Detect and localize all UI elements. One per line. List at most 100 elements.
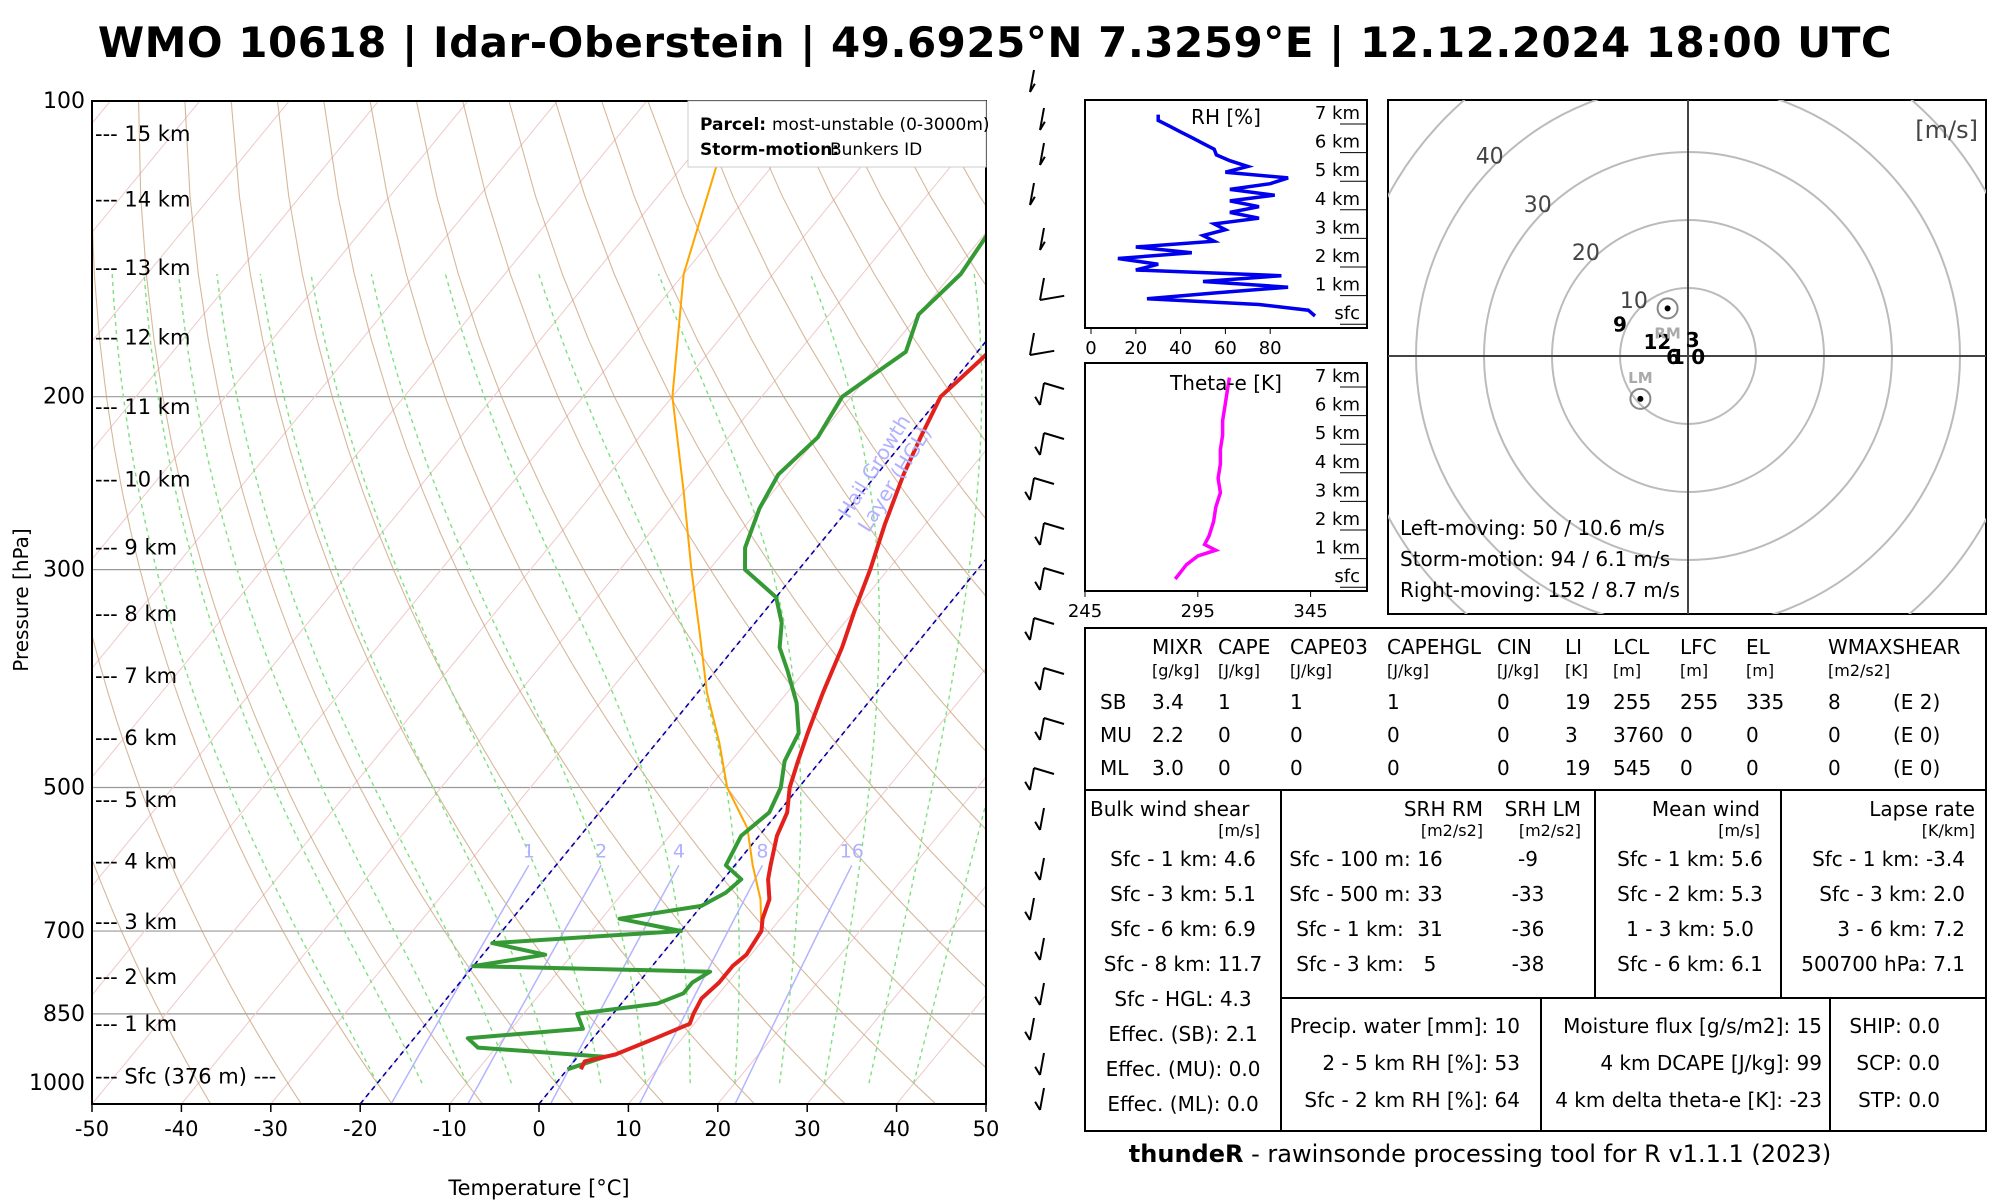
rh-x-tick-label: 40 bbox=[1169, 338, 1192, 359]
thetae-km-label: 2 km bbox=[1315, 509, 1360, 530]
rh-km-label: 1 km bbox=[1315, 275, 1360, 296]
wind-barb bbox=[1024, 1017, 1035, 1041]
table-header: LFC bbox=[1680, 635, 1717, 659]
table-cell: 0 bbox=[1387, 723, 1400, 747]
skewt-background-lines bbox=[92, 101, 986, 1104]
parameter-values: MIXR [g/kg] CAPE [J/kg] CAPE03 [J/kg] CAPEHGL [… bbox=[1090, 635, 1975, 1116]
isotherm-line bbox=[92, 101, 379, 452]
isotherm-line bbox=[92, 101, 826, 996]
dry-adiabat bbox=[230, 101, 665, 1104]
moist-adiabat bbox=[370, 273, 647, 1084]
mixing-ratio-line bbox=[638, 864, 764, 1104]
table-header: EL bbox=[1746, 635, 1771, 659]
mean-wind-unit: [m/s] bbox=[1718, 821, 1760, 840]
isotherm-line bbox=[92, 101, 916, 1104]
table-cell: 0 bbox=[1290, 756, 1303, 780]
srh-rm-value: 33 bbox=[1417, 882, 1442, 906]
moisture-row: Sfc - 2 km RH [%]: 64 bbox=[1304, 1088, 1520, 1112]
thetae-km-label: 1 km bbox=[1315, 538, 1360, 559]
height-label: --- 4 km bbox=[95, 850, 177, 874]
srh-lm-value: -36 bbox=[1512, 917, 1545, 941]
left-mover-dot bbox=[1637, 395, 1644, 402]
srh-row-label: Sfc - 100 m: bbox=[1289, 847, 1410, 871]
table-cell: 8 bbox=[1828, 690, 1841, 714]
wind-barb bbox=[1034, 382, 1065, 406]
table-cell: 0 bbox=[1497, 690, 1510, 714]
table-cell: 0 bbox=[1218, 756, 1231, 780]
flux-row: 4 km delta theta-e [K]: -23 bbox=[1555, 1088, 1822, 1112]
dry-adiabat bbox=[739, 101, 986, 520]
wind-barb bbox=[1029, 182, 1036, 206]
moist-adiabat bbox=[444, 273, 691, 1084]
bulk-shear-row: Effec. (ML): 0.0 bbox=[1107, 1092, 1258, 1116]
table-cell: 1 bbox=[1387, 690, 1400, 714]
table-cell: 2.2 bbox=[1152, 723, 1184, 747]
srh-row-label: Sfc - 1 km: bbox=[1296, 917, 1404, 941]
height-label: --- 2 km bbox=[95, 965, 177, 989]
dry-adiabat bbox=[693, 101, 986, 598]
wind-barb bbox=[1039, 142, 1046, 166]
moist-adiabat bbox=[868, 273, 983, 1084]
height-label: --- 5 km bbox=[95, 788, 177, 812]
storm-motion-value: Bunkers ID bbox=[830, 140, 922, 160]
wind-barb bbox=[1034, 717, 1065, 741]
srh-lm-value: -9 bbox=[1518, 847, 1538, 871]
hodo-ring-label: 20 bbox=[1572, 241, 1600, 266]
x-axis-label: Temperature [°C] bbox=[447, 1176, 629, 1200]
x-tick-label: -10 bbox=[432, 1117, 466, 1141]
table-cell: (E 0) bbox=[1893, 756, 1940, 780]
srh-rm-value: 16 bbox=[1417, 847, 1442, 871]
table-cell: 3.0 bbox=[1152, 756, 1184, 780]
parcel-value: most-unstable (0-3000m) bbox=[772, 115, 990, 135]
lapse-rate-row: 3 - 6 km: 7.2 bbox=[1837, 917, 1965, 941]
composite-row: SHIP: 0.0 bbox=[1849, 1014, 1940, 1038]
mean-wind-row: Sfc - 6 km: 6.1 bbox=[1617, 952, 1763, 976]
mixing-ratio-line bbox=[390, 864, 530, 1104]
footer-text: - rawinsonde processing tool for R v1.1.… bbox=[1243, 1140, 1832, 1168]
rh-km-label: 5 km bbox=[1315, 160, 1360, 181]
pressure-tick-label: 500 bbox=[43, 776, 85, 801]
moist-adiabat bbox=[657, 273, 802, 1084]
pressure-tick-label: 700 bbox=[43, 919, 85, 944]
srh-rm-unit: [m2/s2] bbox=[1421, 821, 1483, 840]
wind-barb bbox=[1024, 617, 1055, 641]
rh-km-label: 4 km bbox=[1315, 189, 1360, 210]
wind-barb bbox=[1039, 107, 1046, 131]
table-cell: 3.4 bbox=[1152, 690, 1184, 714]
rh-line bbox=[1117, 114, 1317, 318]
wind-barb bbox=[1029, 69, 1036, 93]
lapse-rate-unit: [K/km] bbox=[1922, 821, 1975, 840]
moist-adiabat bbox=[913, 800, 986, 1084]
thetae-km-label: 7 km bbox=[1315, 366, 1360, 387]
table-cell: 545 bbox=[1613, 756, 1651, 780]
height-label: --- 8 km bbox=[95, 602, 177, 626]
bulk-shear-row: Sfc - 3 km: 5.1 bbox=[1110, 882, 1256, 906]
mixing-ratio-label: 4 bbox=[673, 840, 685, 862]
table-header-unit: [J/kg] bbox=[1218, 661, 1260, 680]
dewpoint-line bbox=[465, 233, 986, 1072]
isotherm-line bbox=[92, 101, 737, 887]
bulk-shear-row: Sfc - HGL: 4.3 bbox=[1114, 987, 1251, 1011]
dry-adiabat bbox=[647, 101, 986, 675]
lapse-rate-row: 500700 hPa: 7.1 bbox=[1801, 952, 1965, 976]
storm-motion-label: Storm-motion: bbox=[700, 140, 839, 160]
y-axis-label: Pressure [hPa] bbox=[9, 528, 33, 671]
composite-row: SCP: 0.0 bbox=[1856, 1051, 1940, 1075]
bulk-shear-unit: [m/s] bbox=[1218, 821, 1260, 840]
isotherm-line bbox=[92, 101, 290, 343]
table-cell: 0 bbox=[1680, 723, 1693, 747]
footer: thundeR - rawinsonde processing tool for… bbox=[1080, 1140, 1880, 1168]
table-header-unit: [m2/s2] bbox=[1828, 661, 1890, 680]
table-cell: 3760 bbox=[1613, 723, 1664, 747]
dry-adiabat bbox=[276, 101, 755, 1104]
hodo-height-label: 12 bbox=[1643, 330, 1671, 354]
isotherm-line bbox=[270, 231, 986, 1104]
footer-brand: thundeR bbox=[1128, 1140, 1244, 1168]
wind-barb bbox=[1024, 897, 1035, 921]
height-label: --- 12 km bbox=[95, 325, 190, 349]
wind-barb bbox=[1034, 857, 1045, 881]
lapse-rate-row: Sfc - 3 km: 2.0 bbox=[1819, 882, 1965, 906]
rh-km-label: 7 km bbox=[1315, 103, 1360, 124]
height-label: --- 6 km bbox=[95, 726, 177, 750]
